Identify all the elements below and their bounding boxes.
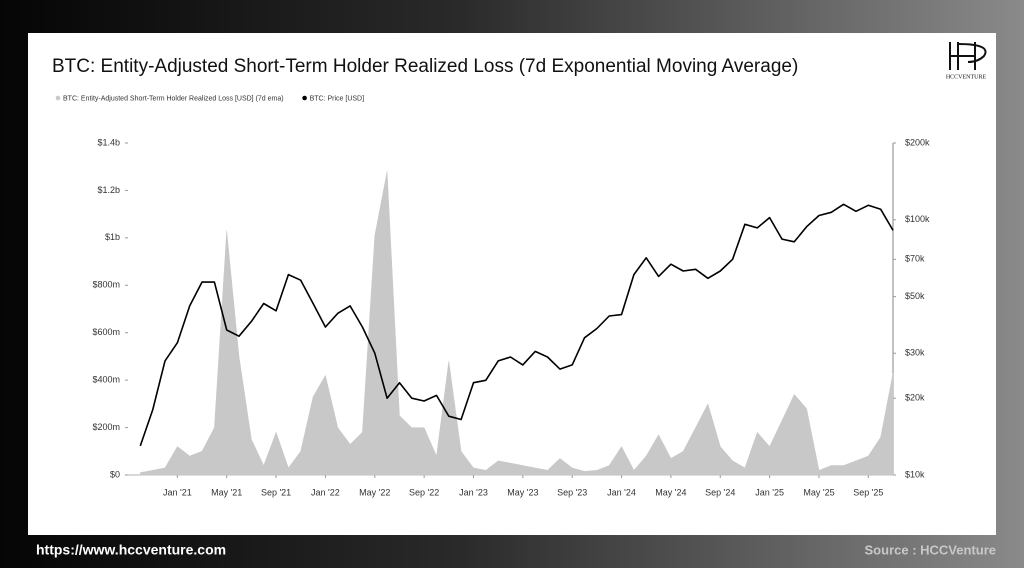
y2-tick-label: $10k [905, 469, 925, 479]
x-tick-label: Jan '24 [607, 487, 636, 497]
y-tick-label: $800m [92, 280, 120, 290]
price-line [139, 203, 894, 447]
y-tick-label: $0 [110, 469, 120, 479]
x-tick-label: Jan '21 [163, 487, 192, 497]
x-tick-label: Sep '21 [261, 487, 291, 497]
x-tick-label: May '22 [359, 487, 390, 497]
x-tick-label: Sep '25 [853, 487, 883, 497]
x-tick-label: Jan '23 [459, 487, 488, 497]
y2-tick-label: $200k [905, 137, 930, 147]
chart-title: BTC: Entity-Adjusted Short-Term Holder R… [52, 56, 798, 77]
logo-text: HCCVENTURE [946, 74, 987, 80]
y-tick-label: $1b [105, 232, 120, 242]
x-tick-label: Sep '24 [705, 487, 735, 497]
x-tick-label: Jan '22 [311, 487, 340, 497]
y-tick-label: $1.4b [97, 137, 120, 147]
y2-tick-label: $30k [905, 348, 925, 358]
x-tick-label: May '24 [655, 487, 686, 497]
y-tick-label: $1.2b [97, 185, 120, 195]
x-tick-label: May '21 [211, 487, 242, 497]
card [28, 33, 996, 535]
x-tick-label: Jan '25 [755, 487, 784, 497]
y-tick-label: $600m [92, 327, 120, 337]
legend-label: BTC: Price [USD] [310, 95, 365, 102]
y2-tick-label: $50k [905, 291, 925, 301]
x-tick-label: Sep '23 [557, 487, 587, 497]
legend-label: BTC: Entity-Adjusted Short-Term Holder R… [63, 95, 284, 102]
loss-area [140, 171, 894, 476]
y2-tick-label: $70k [905, 254, 925, 264]
footer-source: Source : HCCVenture [865, 542, 996, 557]
legend-swatch [55, 95, 61, 101]
legend-swatch [302, 95, 307, 101]
footer-url: https://www.hccventure.com [36, 542, 226, 558]
y-tick-label: $200m [92, 422, 120, 432]
x-tick-label: May '23 [507, 487, 538, 497]
y-tick-label: $400m [92, 375, 120, 385]
x-tick-label: May '25 [803, 487, 834, 497]
y2-tick-label: $20k [905, 393, 925, 403]
y2-tick-label: $100k [905, 214, 930, 224]
logo-icon [949, 42, 987, 70]
x-tick-label: Sep '22 [409, 487, 439, 497]
